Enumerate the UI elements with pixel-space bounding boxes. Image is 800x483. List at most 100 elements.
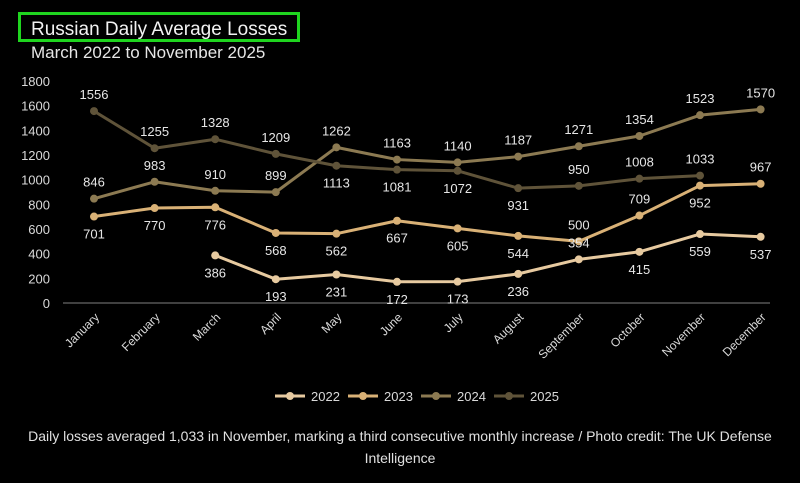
data-label: 231 bbox=[326, 285, 348, 300]
data-label: 386 bbox=[204, 265, 226, 280]
data-label: 1140 bbox=[444, 138, 472, 153]
data-point-2023 bbox=[514, 231, 523, 240]
data-label: 1570 bbox=[746, 85, 775, 100]
data-point-2023 bbox=[756, 179, 765, 188]
data-label: 667 bbox=[386, 231, 408, 246]
data-label: 1255 bbox=[140, 124, 169, 139]
x-tick-label: October bbox=[607, 310, 647, 350]
x-tick-label: August bbox=[490, 310, 527, 347]
legend-label: 2023 bbox=[384, 389, 413, 404]
data-label: 605 bbox=[447, 238, 469, 253]
data-point-2024 bbox=[756, 105, 765, 114]
data-label: 931 bbox=[507, 198, 529, 213]
data-label: 770 bbox=[144, 218, 166, 233]
x-tick-label: May bbox=[319, 310, 345, 336]
data-label: 500 bbox=[568, 217, 590, 232]
data-point-2023 bbox=[90, 212, 98, 221]
data-label: 1523 bbox=[686, 91, 715, 106]
data-label: 709 bbox=[629, 192, 651, 207]
data-point-2024 bbox=[514, 152, 523, 161]
data-label: 544 bbox=[507, 246, 529, 261]
data-point-2022 bbox=[635, 247, 644, 256]
y-tick-label: 0 bbox=[43, 296, 50, 311]
data-label: 1262 bbox=[322, 123, 351, 138]
data-point-2024 bbox=[211, 186, 220, 195]
data-point-2022 bbox=[453, 277, 462, 286]
data-label: 1163 bbox=[383, 136, 411, 151]
data-label: 1209 bbox=[261, 130, 290, 145]
x-tick-label: April bbox=[257, 310, 284, 337]
data-label: 952 bbox=[689, 196, 711, 211]
legend-label: 2024 bbox=[457, 389, 486, 404]
data-point-2022 bbox=[696, 230, 704, 239]
data-point-2025 bbox=[635, 174, 644, 183]
series-line-2024 bbox=[93, 107, 761, 201]
series-line-2023 bbox=[93, 182, 761, 243]
x-tick-label: January bbox=[62, 310, 102, 350]
legend-label: 2025 bbox=[530, 389, 559, 404]
y-tick-label: 1800 bbox=[21, 74, 50, 89]
data-point-2024 bbox=[453, 158, 462, 167]
data-point-2023 bbox=[271, 228, 280, 237]
data-point-2023 bbox=[635, 211, 644, 220]
data-label: 1271 bbox=[564, 122, 593, 137]
data-point-2022 bbox=[514, 269, 523, 278]
photo-caption: Daily losses averaged 1,033 in November,… bbox=[28, 428, 772, 466]
y-tick-label: 600 bbox=[28, 222, 50, 237]
x-tick-label: September bbox=[536, 310, 587, 361]
data-point-2025 bbox=[514, 184, 523, 193]
data-point-2023 bbox=[453, 224, 462, 233]
data-label: 776 bbox=[204, 217, 226, 232]
data-point-2022 bbox=[332, 270, 341, 279]
data-point-2022 bbox=[211, 251, 220, 260]
y-tick-label: 1200 bbox=[21, 148, 50, 163]
data-label: 950 bbox=[568, 162, 590, 177]
data-label: 354 bbox=[568, 235, 590, 250]
data-point-2024 bbox=[696, 111, 704, 120]
data-point-2025 bbox=[150, 144, 159, 153]
x-tick-label: July bbox=[441, 310, 466, 335]
data-point-2023 bbox=[393, 216, 401, 225]
data-point-2023 bbox=[150, 204, 159, 213]
x-tick-label: November bbox=[659, 310, 708, 359]
data-label: 415 bbox=[629, 262, 651, 277]
data-label: 983 bbox=[144, 158, 166, 173]
data-point-2022 bbox=[756, 232, 765, 241]
data-point-2024 bbox=[635, 132, 644, 141]
data-point-2025 bbox=[393, 165, 401, 174]
y-tick-label: 1000 bbox=[21, 173, 50, 188]
data-label: 1328 bbox=[201, 115, 230, 130]
data-label: 173 bbox=[447, 292, 469, 307]
y-tick-label: 200 bbox=[28, 271, 50, 286]
data-point-2025 bbox=[271, 149, 280, 158]
data-point-2024 bbox=[393, 155, 401, 164]
data-label: 562 bbox=[326, 244, 348, 259]
data-point-2022 bbox=[393, 277, 401, 286]
data-point-2025 bbox=[90, 107, 98, 116]
data-point-2024 bbox=[574, 142, 583, 151]
data-point-2025 bbox=[696, 171, 704, 180]
data-point-2023 bbox=[696, 181, 704, 190]
data-label: 559 bbox=[689, 244, 711, 259]
series-line-2022 bbox=[214, 232, 761, 284]
data-label: 568 bbox=[265, 243, 287, 258]
data-point-2025 bbox=[332, 161, 341, 170]
x-tick-label: December bbox=[720, 310, 769, 359]
data-point-2025 bbox=[453, 166, 462, 175]
data-label: 537 bbox=[750, 247, 772, 262]
data-label: 967 bbox=[750, 160, 772, 175]
chart-title: Russian Daily Average Losses bbox=[18, 12, 301, 42]
data-label: 1187 bbox=[504, 133, 532, 148]
y-tick-label: 1600 bbox=[21, 99, 50, 114]
data-point-2022 bbox=[574, 255, 583, 264]
data-point-2023 bbox=[574, 237, 583, 246]
data-label: 1081 bbox=[383, 180, 412, 195]
data-label: 1033 bbox=[686, 152, 715, 167]
line-chart: 0 200 400 600 800 1000 1200 1400 1600 1800 January… bbox=[21, 74, 775, 404]
data-point-2025 bbox=[574, 181, 583, 190]
legend-swatch-marker bbox=[432, 392, 440, 400]
data-label: 1113 bbox=[323, 176, 350, 191]
y-tick-label: 1400 bbox=[21, 123, 50, 138]
data-point-2022 bbox=[271, 275, 280, 284]
data-label: 846 bbox=[83, 175, 105, 190]
